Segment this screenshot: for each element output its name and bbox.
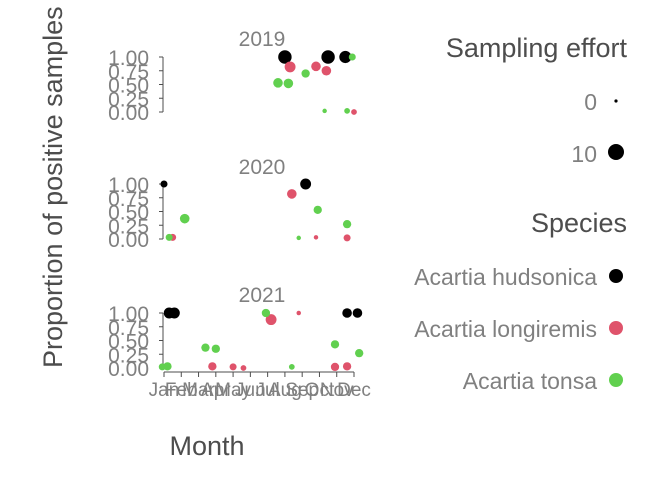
y-tick-label: 0.25 bbox=[108, 88, 149, 111]
data-point bbox=[330, 362, 340, 372]
y-tick-label: 0.50 bbox=[108, 75, 149, 98]
x-tick-label: Jun bbox=[235, 380, 266, 401]
data-point bbox=[163, 362, 172, 371]
y-tick-label: 0.25 bbox=[108, 344, 149, 367]
data-point bbox=[342, 362, 352, 371]
data-point bbox=[261, 308, 271, 318]
data-point bbox=[321, 65, 332, 76]
data-point bbox=[339, 50, 352, 64]
x-tick-label: Apr bbox=[201, 380, 231, 401]
size-legend-title: Sampling effort bbox=[446, 33, 628, 63]
data-point bbox=[344, 108, 350, 114]
x-tick-label: Dec bbox=[337, 380, 371, 401]
data-point bbox=[296, 310, 301, 316]
y-tick-label: 1.00 bbox=[108, 303, 149, 326]
data-point bbox=[321, 50, 335, 64]
y-axis-title: Proportion of positive samples bbox=[38, 6, 68, 368]
data-point bbox=[313, 235, 319, 240]
y-tick-label: 1.00 bbox=[108, 174, 149, 197]
panel-title: 2021 bbox=[239, 284, 286, 307]
species-legend-key-tonsa bbox=[609, 373, 623, 387]
data-point bbox=[342, 308, 352, 318]
data-point bbox=[311, 61, 321, 72]
panels-layer: 20190.000.250.500.751.0020200.000.250.50… bbox=[108, 28, 364, 381]
x-tick-label: Jan bbox=[149, 380, 180, 401]
x-tick-label: Oct bbox=[305, 380, 335, 401]
panel-2019: 2019 0.000.250.500.751.00 bbox=[108, 28, 357, 125]
data-point bbox=[301, 69, 310, 78]
data-point bbox=[179, 213, 190, 224]
data-point bbox=[287, 189, 297, 199]
size-legend-key-0 bbox=[614, 99, 618, 103]
species-legend-label-tonsa: Acartia tonsa bbox=[463, 368, 597, 394]
data-point bbox=[348, 53, 356, 61]
data-point bbox=[300, 178, 312, 190]
data-point bbox=[352, 308, 363, 318]
size-legend-label-10: 10 bbox=[571, 141, 597, 167]
species-legend-key-hudsonica bbox=[609, 269, 623, 283]
x-axis-title: Month bbox=[169, 431, 244, 461]
data-point bbox=[288, 364, 295, 370]
panel-2020: 2020 0.000.250.500.751.00 bbox=[108, 156, 352, 252]
y-tick-label: 0.75 bbox=[108, 317, 149, 340]
panel-title: 2020 bbox=[239, 156, 286, 179]
species-legend-label-hudsonica: Acartia hudsonica bbox=[414, 264, 597, 290]
y-tick-label: 0.50 bbox=[108, 331, 149, 354]
x-tick-label: Jul bbox=[255, 380, 279, 401]
data-point bbox=[351, 109, 357, 115]
data-point bbox=[211, 344, 220, 353]
y-tick-label: 0.00 bbox=[108, 102, 149, 125]
y-tick-label: 0.75 bbox=[108, 61, 149, 84]
data-point bbox=[168, 307, 180, 319]
data-point bbox=[273, 78, 283, 88]
species-legend-key-longiremis bbox=[609, 321, 623, 335]
data-point bbox=[284, 61, 296, 73]
size-legend-label-0: 0 bbox=[584, 89, 597, 115]
size-legend-key-10 bbox=[608, 144, 624, 160]
data-point bbox=[265, 314, 277, 326]
y-tick-label: 1.00 bbox=[108, 47, 149, 70]
y-tick-label: 0.00 bbox=[108, 358, 149, 381]
data-point bbox=[283, 78, 294, 89]
x-tick-label: Nov bbox=[320, 380, 354, 401]
data-point bbox=[278, 50, 292, 64]
y-tick-label: 0.00 bbox=[108, 229, 149, 252]
data-point bbox=[313, 205, 322, 215]
data-point bbox=[165, 233, 173, 241]
x-tick-label: Aug bbox=[268, 380, 302, 401]
data-point bbox=[343, 234, 351, 242]
y-tick-label: 0.75 bbox=[108, 188, 149, 211]
size-legend: Sampling effort 0 10 bbox=[446, 33, 628, 167]
panel-2021: 2021 0.000.250.500.751.00 bbox=[108, 284, 364, 381]
data-point bbox=[330, 340, 340, 349]
data-point bbox=[296, 235, 301, 241]
x-tick-label: Sep bbox=[285, 380, 319, 401]
data-point bbox=[201, 343, 210, 352]
species-legend: Species Acartia hudsonica Acartia longir… bbox=[414, 208, 627, 394]
y-tick-label: 0.50 bbox=[108, 202, 149, 225]
data-point bbox=[160, 180, 168, 188]
species-legend-title: Species bbox=[531, 208, 627, 238]
x-tick-label: Mar bbox=[182, 380, 215, 401]
panel-title: 2019 bbox=[239, 28, 286, 51]
data-point bbox=[355, 348, 364, 358]
data-point bbox=[208, 362, 217, 371]
y-tick-label: 0.25 bbox=[108, 215, 149, 238]
data-point bbox=[342, 219, 352, 229]
data-point bbox=[322, 108, 327, 114]
species-legend-label-longiremis: Acartia longiremis bbox=[414, 316, 597, 342]
x-tick-label: May bbox=[215, 380, 251, 401]
data-point bbox=[229, 363, 237, 371]
x-tick-label: Feb bbox=[165, 380, 198, 401]
data-point bbox=[240, 365, 247, 371]
